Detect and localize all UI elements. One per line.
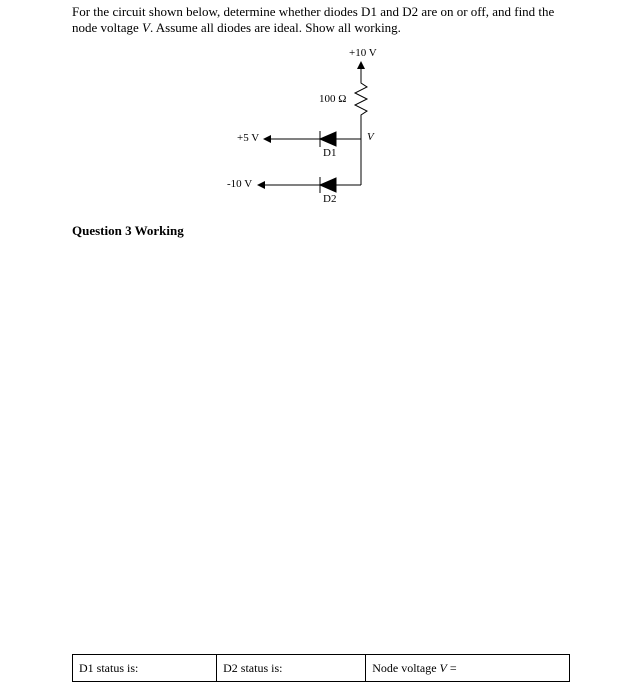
cell-d2-status: D2 status is: xyxy=(217,655,366,682)
problem-var: V xyxy=(142,20,150,35)
d1-status-label: D1 status is: xyxy=(79,661,138,675)
label-d1-supply: +5 V xyxy=(237,132,259,144)
v-label-var: V xyxy=(440,661,447,675)
label-d1: D1 xyxy=(323,147,336,159)
problem-statement: For the circuit shown below, determine w… xyxy=(72,4,570,37)
d2-status-label: D2 status is: xyxy=(223,661,282,675)
answer-table: D1 status is: D2 status is: Node voltage… xyxy=(72,654,570,682)
problem-line1: For the circuit shown below, determine w… xyxy=(72,4,554,19)
cell-d1-status: D1 status is: xyxy=(73,655,217,682)
cell-node-v: Node voltage V = xyxy=(366,655,570,682)
label-d2-supply: -10 V xyxy=(227,178,252,190)
circuit-diagram: +10 V 100 Ω V +5 V D1 -10 V D2 xyxy=(191,47,451,217)
v-label-suffix: = xyxy=(447,661,457,675)
label-resistor: 100 Ω xyxy=(319,93,346,105)
circuit-svg xyxy=(191,47,451,217)
problem-line2-suffix: . Assume all diodes are ideal. Show all … xyxy=(150,20,401,35)
label-d2: D2 xyxy=(323,193,336,205)
label-top-supply: +10 V xyxy=(349,47,377,59)
section-heading: Question 3 Working xyxy=(72,223,570,239)
v-label-prefix: Node voltage xyxy=(372,661,439,675)
label-node-v: V xyxy=(367,131,374,143)
problem-line2-prefix: node voltage xyxy=(72,20,142,35)
